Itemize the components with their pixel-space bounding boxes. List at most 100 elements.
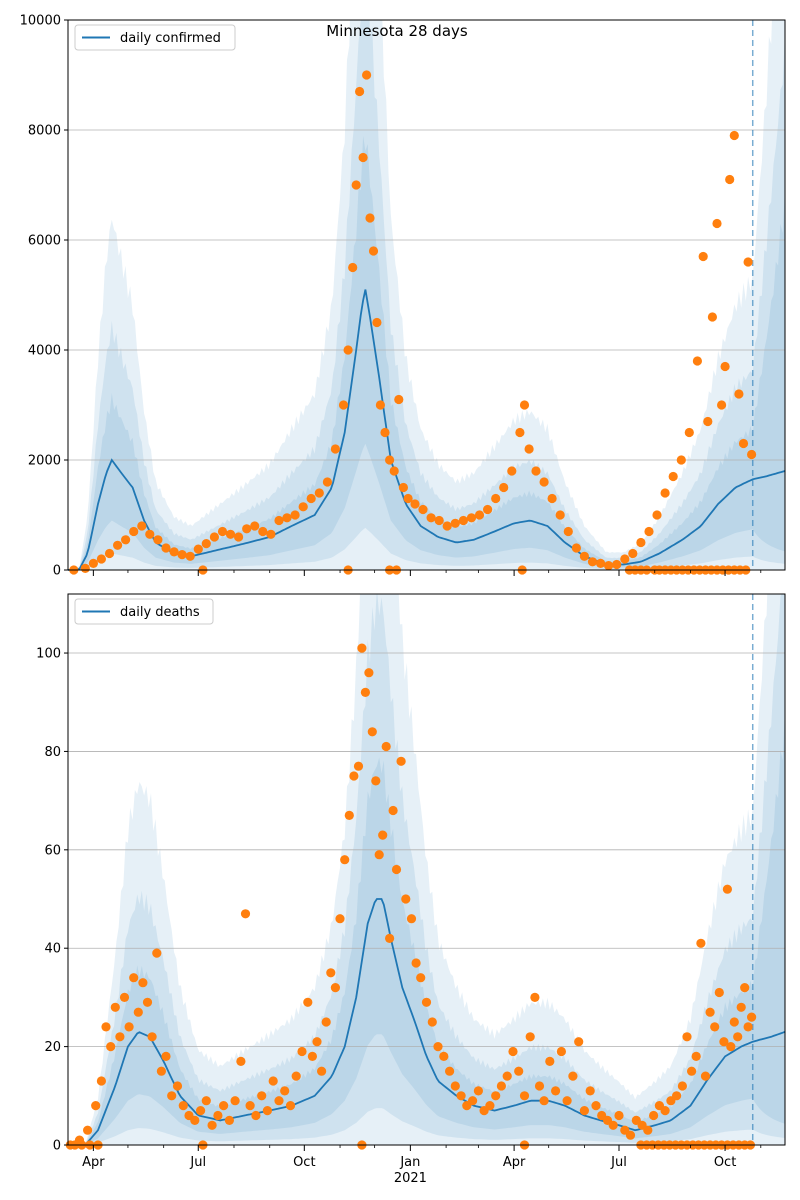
- data-point: [434, 515, 444, 526]
- data-point: [612, 559, 622, 570]
- data-point: [562, 1096, 572, 1106]
- data-point: [660, 1106, 670, 1116]
- data-point: [747, 1012, 757, 1022]
- data-point: [614, 1110, 624, 1121]
- data-point: [153, 535, 163, 545]
- data-point: [427, 1017, 437, 1027]
- data-point: [371, 776, 381, 786]
- data-point: [524, 444, 534, 454]
- data-point: [726, 1042, 736, 1052]
- data-point: [375, 400, 385, 410]
- data-point: [348, 262, 358, 273]
- data-point: [416, 973, 426, 983]
- data-point: [719, 1037, 729, 1047]
- data-point: [167, 1091, 177, 1101]
- deaths-axes: 0 20 40 60 80 100 Apr Jul Oct Jan Apr Jul Oct 2021: [36, 593, 786, 1186]
- confirmed-axes: 0 2000 4000 6000 8000 10000: [20, 14, 786, 579]
- data-point: [355, 86, 365, 97]
- data-point: [201, 539, 211, 549]
- data-point: [343, 345, 353, 355]
- data-point: [230, 1096, 240, 1106]
- data-point: [525, 1032, 535, 1042]
- data-point: [161, 543, 171, 553]
- data-point: [450, 1081, 460, 1091]
- data-point: [172, 1081, 183, 1091]
- x-year-label: 2021: [394, 1171, 427, 1186]
- uncertainty-band-1: [68, 594, 785, 1145]
- data-point: [426, 513, 436, 523]
- data-point: [185, 551, 195, 561]
- data-point: [530, 992, 540, 1003]
- data-point: [274, 1096, 284, 1106]
- data-point: [579, 1106, 590, 1116]
- data-point: [717, 400, 727, 410]
- data-point: [411, 958, 421, 968]
- data-point: [225, 529, 236, 539]
- data-point: [196, 1106, 206, 1116]
- data-point: [129, 973, 139, 983]
- data-point: [740, 983, 750, 993]
- data-point: [596, 558, 606, 569]
- data-point: [703, 416, 713, 427]
- axes-frame: [67, 593, 786, 1146]
- data-point: [736, 1002, 746, 1012]
- data-point: [314, 488, 324, 498]
- deaths-panel: 0 20 40 60 80 100 Apr Jul Oct Jan Apr Jul Oct 2021 da…: [36, 593, 786, 1186]
- data-point: [330, 444, 340, 454]
- data-point: [145, 529, 155, 539]
- legend-label-daily-deaths: daily deaths: [120, 605, 200, 620]
- data-point: [652, 510, 662, 520]
- data-point: [747, 449, 757, 460]
- data-point: [372, 317, 382, 328]
- x-tick-label: Jul: [610, 1155, 627, 1170]
- x-tick-label: Oct: [293, 1155, 315, 1170]
- y-tick-label: 4000: [28, 344, 61, 359]
- data-point: [193, 544, 203, 554]
- data-point: [733, 1032, 743, 1042]
- data-point: [403, 493, 413, 504]
- data-point: [177, 550, 187, 560]
- data-point: [101, 1022, 111, 1032]
- data-point: [722, 884, 733, 894]
- data-point: [458, 515, 468, 526]
- data-point: [636, 537, 646, 548]
- data-point: [587, 557, 598, 567]
- data-point: [677, 1081, 688, 1091]
- data-point: [682, 1032, 692, 1042]
- data-point: [406, 914, 417, 924]
- data-point: [291, 1071, 301, 1081]
- data-point: [322, 477, 332, 487]
- data-point: [496, 1081, 506, 1091]
- confirmed-panel: 0 2000 4000 6000 8000 10000 Minnesota 28 days…: [20, 14, 786, 579]
- data-point: [687, 1066, 697, 1076]
- data-point: [604, 561, 614, 571]
- data-point: [326, 968, 336, 978]
- data-point: [684, 427, 694, 438]
- data-point: [129, 526, 139, 537]
- data-point: [147, 1032, 157, 1042]
- data-point: [660, 488, 670, 498]
- y-tick-label: 60: [44, 843, 61, 858]
- data-point: [250, 521, 260, 531]
- data-point: [362, 70, 372, 80]
- data-point: [644, 526, 654, 537]
- data-point: [161, 1051, 171, 1061]
- data-point: [563, 526, 573, 537]
- data-point: [330, 983, 340, 993]
- data-point: [262, 1106, 272, 1116]
- data-point: [365, 213, 375, 223]
- data-point: [96, 1076, 106, 1086]
- data-point: [574, 1037, 584, 1047]
- data-point: [545, 1056, 555, 1066]
- y-tick-label: 0: [53, 564, 61, 579]
- data-point: [643, 1125, 653, 1135]
- data-point: [115, 1032, 125, 1042]
- data-point: [389, 466, 399, 476]
- data-point: [106, 1042, 116, 1052]
- data-point: [88, 558, 98, 569]
- data-point: [734, 389, 744, 399]
- data-point: [349, 771, 359, 781]
- data-point: [378, 830, 388, 840]
- data-point: [207, 1120, 217, 1130]
